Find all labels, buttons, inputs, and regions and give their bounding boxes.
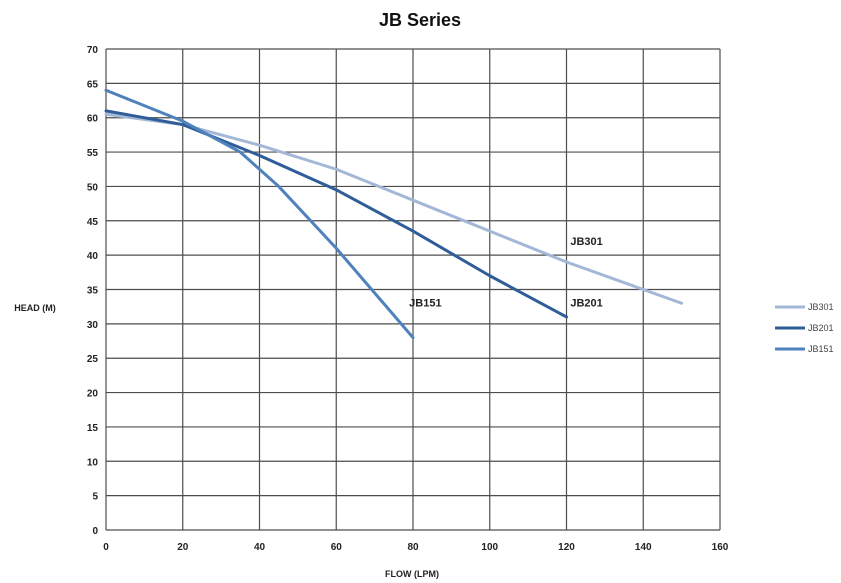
- y-tick-labels: 0 5 10 15 20 25 30 35 40 45 50 55 60 65 70: [87, 45, 99, 537]
- legend-label: JB301: [808, 302, 834, 312]
- series-lines: [104, 88, 684, 340]
- legend: JB301 JB201 JB151: [775, 302, 834, 354]
- series-line-jb151: [104, 88, 415, 340]
- x-tick-labels: 0 20 40 60 80 100 120 140 160: [103, 542, 729, 553]
- x-axis-label: FLOW (LPM): [385, 569, 439, 579]
- x-tick-label: 0: [103, 542, 109, 553]
- x-tick-label: 160: [712, 542, 729, 553]
- x-tick-label: 60: [331, 542, 343, 553]
- legend-label: JB201: [808, 323, 834, 333]
- x-tick-label: 80: [407, 542, 419, 553]
- y-axis-label: HEAD (M): [14, 303, 56, 313]
- y-tick-label: 25: [87, 354, 99, 365]
- x-tick-label: 100: [481, 542, 498, 553]
- x-tick-label: 20: [177, 542, 189, 553]
- legend-label: JB151: [808, 344, 834, 354]
- annotations: JB301 JB201 JB151: [409, 236, 603, 310]
- legend-item-jb301: JB301: [775, 302, 834, 312]
- grid: [105, 48, 721, 531]
- legend-item-jb201: JB201: [775, 323, 834, 333]
- annotation-label: JB301: [570, 236, 602, 248]
- series-line-jb301: [104, 112, 684, 305]
- y-tick-label: 45: [87, 217, 99, 228]
- annotation-label: JB201: [570, 298, 602, 310]
- y-tick-label: 50: [87, 182, 99, 193]
- x-tick-label: 120: [558, 542, 575, 553]
- y-tick-label: 10: [87, 457, 99, 468]
- chart-title: JB Series: [379, 10, 461, 30]
- x-tick-label: 40: [254, 542, 266, 553]
- y-tick-label: 0: [92, 526, 98, 537]
- y-tick-label: 35: [87, 286, 99, 297]
- y-tick-label: 60: [87, 114, 99, 125]
- y-tick-label: 30: [87, 320, 99, 331]
- y-tick-label: 65: [87, 79, 99, 90]
- annotation-label: JB151: [409, 298, 441, 310]
- y-tick-label: 5: [92, 492, 98, 503]
- y-tick-label: 55: [87, 148, 99, 159]
- y-tick-label: 15: [87, 423, 99, 434]
- y-tick-label: 20: [87, 389, 99, 400]
- y-tick-label: 40: [87, 251, 99, 262]
- y-tick-label: 70: [87, 45, 99, 56]
- x-tick-label: 140: [635, 542, 652, 553]
- legend-item-jb151: JB151: [775, 344, 834, 354]
- series-line-jb201: [104, 109, 568, 319]
